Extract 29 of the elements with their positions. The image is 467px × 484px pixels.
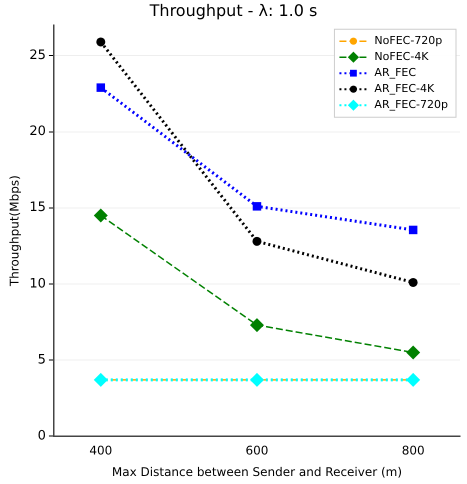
x-axis-title: Max Distance between Sender and Receiver (m) [112, 464, 402, 479]
y-tick-label: 15 [29, 200, 46, 216]
legend-label: AR_FEC [374, 66, 416, 80]
point [406, 372, 420, 387]
legend-label: NoFEC-720p [374, 34, 442, 48]
point [252, 236, 262, 246]
point [408, 278, 418, 287]
y-tick-label: 20 [29, 124, 46, 140]
y-tick-label: 10 [29, 276, 46, 292]
y-axis-title: Throughput(Mbps) [7, 175, 22, 288]
point [406, 345, 420, 360]
point [94, 208, 108, 222]
y-tick-label: 0 [38, 428, 46, 444]
legend-label: AR_FEC-4K [374, 82, 436, 96]
point [250, 318, 264, 332]
x-tick-label: 800 [402, 444, 425, 458]
chart-title: Throughput - λ: 1.0 s [148, 0, 318, 20]
point [250, 372, 264, 387]
x-tick-label: 600 [246, 444, 268, 458]
point [96, 37, 106, 46]
point [408, 226, 418, 234]
legend-label: AR_FEC-720p [374, 98, 448, 112]
y-tick-label: 25 [29, 48, 46, 64]
point [96, 83, 106, 92]
x-tick-label: 400 [89, 444, 112, 458]
point [252, 202, 262, 211]
point [94, 372, 108, 387]
y-tick-label: 5 [38, 352, 46, 368]
legend-label: NoFEC-4K [374, 50, 430, 64]
